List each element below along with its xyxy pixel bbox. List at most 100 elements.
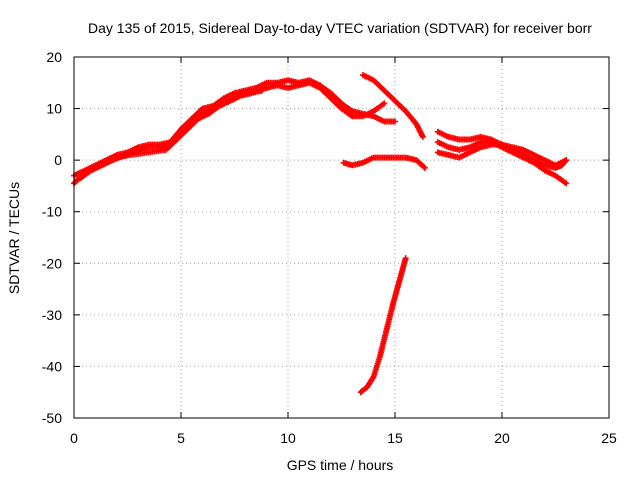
data-point [111,158,114,162]
data-point [207,112,211,115]
y-tick-label: -30 [42,307,62,323]
data-point [400,272,403,275]
y-tick-label: -40 [42,358,62,374]
data-points [71,72,570,396]
data-point [554,174,557,177]
data-point [468,138,472,141]
data-point [164,148,168,152]
data-point [254,86,258,90]
data-point [89,169,93,172]
x-tick-label: 10 [280,430,296,446]
data-point [372,109,375,113]
x-tick-label: 5 [177,430,185,446]
data-point [404,109,407,113]
data-point [175,138,178,141]
series-track-6 [357,255,409,396]
data-point [522,156,525,159]
x-tick-label: 20 [494,430,510,446]
data-point [83,169,86,172]
data-point [308,79,311,82]
data-point [458,148,461,152]
data-point [100,164,104,167]
data-point [383,89,386,92]
data-point [186,128,189,131]
data-point [351,109,354,113]
data-point [222,97,225,100]
x-tick-label: 25 [601,430,617,446]
data-point [372,115,375,118]
data-point [122,154,125,158]
data-point [276,81,279,84]
data-point [351,115,354,118]
data-point [340,107,343,110]
data-point [265,86,268,90]
data-point [554,164,557,167]
data-point [522,148,525,152]
data-point [286,86,290,90]
data-point [318,84,322,87]
data-point [265,81,268,84]
y-tick-label: 20 [46,49,62,65]
y-tick-label: 10 [46,101,62,117]
data-point [383,120,386,123]
data-point [297,81,300,84]
data-point [190,117,193,121]
data-point [500,143,504,146]
series-track-9 [434,141,570,169]
data-point [436,151,439,154]
data-point [511,151,514,154]
data-point [239,94,243,97]
data-point [423,166,427,170]
data-point [361,112,365,115]
data-point [532,153,536,157]
data-point [468,146,472,149]
data-point [436,130,439,133]
data-point [383,102,386,105]
data-point [179,128,183,131]
data-point [372,375,375,378]
data-point [532,161,536,164]
data-point [365,385,369,389]
data-point [372,156,375,159]
data-point [458,156,461,159]
data-point [340,102,343,105]
data-point [211,104,215,108]
data-point [404,156,407,159]
data-point [342,161,345,164]
data-point [261,89,264,92]
data-point [233,91,236,95]
data-point [385,329,388,332]
data-point [286,79,290,82]
series-track-3 [77,87,266,182]
plot-frame [73,56,610,419]
y-tick-label: -10 [42,204,62,220]
data-point [229,99,232,103]
data-point [565,182,568,185]
data-point [158,143,161,146]
data-point [393,156,397,159]
axis-ticks: 0 5 10 15 20 25 -50 -40 -30 -20 -10 0 10 20 [42,49,617,446]
data-point [391,303,395,306]
data-point [404,256,407,260]
data-point [447,135,450,139]
y-tick-label: -50 [42,410,62,426]
data-point [490,143,493,146]
data-point [147,143,151,146]
data-point [468,151,472,154]
y-tick-label: 0 [54,152,62,168]
data-point [543,158,546,162]
data-point [359,391,362,394]
data-point [447,153,450,157]
data-point [196,117,200,121]
x-tick-label: 0 [70,430,78,446]
data-point [329,91,332,95]
data-point [372,79,375,82]
data-point [393,120,397,123]
data-point [436,140,439,144]
data-point [250,91,253,95]
data-point [329,97,332,100]
y-axis-label: SDTVAR / TECUs [6,182,22,294]
grid-lines [74,57,609,418]
data-point [395,287,399,291]
